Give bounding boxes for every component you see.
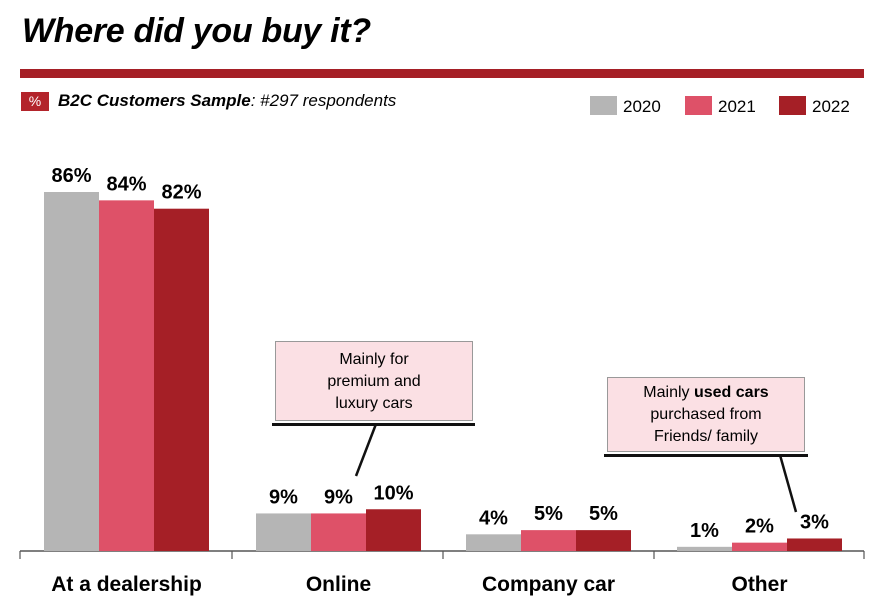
- bar-2020-2: [466, 534, 521, 551]
- data-label: 86%: [51, 165, 91, 187]
- bar-2022-2: [576, 530, 631, 551]
- note-other-connector: [778, 454, 798, 513]
- note-online-line2: premium and: [327, 373, 421, 390]
- legend-label-2020: 2020: [623, 97, 661, 116]
- data-label: 9%: [324, 486, 353, 508]
- note-other-line2: purchased from: [650, 406, 762, 423]
- bar-2021-2: [521, 530, 576, 551]
- percent-badge: %: [21, 92, 49, 111]
- note-other-line1: Mainly used cars: [608, 382, 804, 404]
- note-other: Mainly used cars purchased from Friends/…: [607, 377, 805, 452]
- note-other-underline: [604, 454, 808, 457]
- sample-label: B2C Customers Sample: [58, 91, 251, 110]
- data-label: 84%: [106, 173, 146, 195]
- bar-2020-1: [256, 513, 311, 551]
- bar-2021-3: [732, 542, 787, 551]
- title-divider: [20, 69, 864, 78]
- legend-label-2022: 2022: [812, 97, 850, 116]
- data-label: 1%: [690, 520, 719, 542]
- category-label: Company car: [482, 573, 615, 596]
- sample-respondents: : #297 respondents: [250, 91, 397, 110]
- legend-label-2021: 2021: [718, 97, 756, 116]
- data-label: 3%: [800, 511, 829, 533]
- data-label: 10%: [373, 482, 413, 504]
- note-online-line1: Mainly for: [339, 351, 409, 368]
- bar-2021-1: [311, 513, 366, 551]
- data-label: 4%: [479, 507, 508, 529]
- legend-swatch-2022: [779, 96, 806, 115]
- bar-2022-3: [787, 538, 842, 551]
- data-label: 9%: [269, 486, 298, 508]
- bar-2020-0: [44, 192, 99, 551]
- note-online-underline: [272, 423, 475, 426]
- data-label: 5%: [534, 503, 563, 525]
- note-other-line1-text: Mainly: [643, 384, 694, 401]
- note-online: Mainly for premium and luxury cars: [275, 341, 473, 421]
- category-label: Other: [731, 573, 787, 596]
- bar-2022-1: [366, 509, 421, 551]
- chart-title: Where did you buy it?: [22, 12, 371, 50]
- category-label: Online: [306, 573, 371, 596]
- bar-2022-0: [154, 208, 209, 551]
- sample-description: B2C Customers Sample: #297 respondents: [58, 91, 396, 111]
- legend-swatch-2021: [685, 96, 712, 115]
- note-online-connector: [354, 423, 378, 477]
- note-online-line3: luxury cars: [335, 395, 413, 412]
- legend-swatch-2020: [590, 96, 617, 115]
- bar-2020-3: [677, 546, 732, 551]
- data-label: 2%: [745, 516, 774, 538]
- note-other-highlight: used cars: [693, 384, 769, 401]
- data-label: 5%: [589, 503, 618, 525]
- category-label: At a dealership: [51, 573, 202, 596]
- bar-2021-0: [99, 200, 154, 552]
- note-other-line3: Friends/ family: [653, 428, 759, 445]
- data-label: 82%: [161, 182, 201, 204]
